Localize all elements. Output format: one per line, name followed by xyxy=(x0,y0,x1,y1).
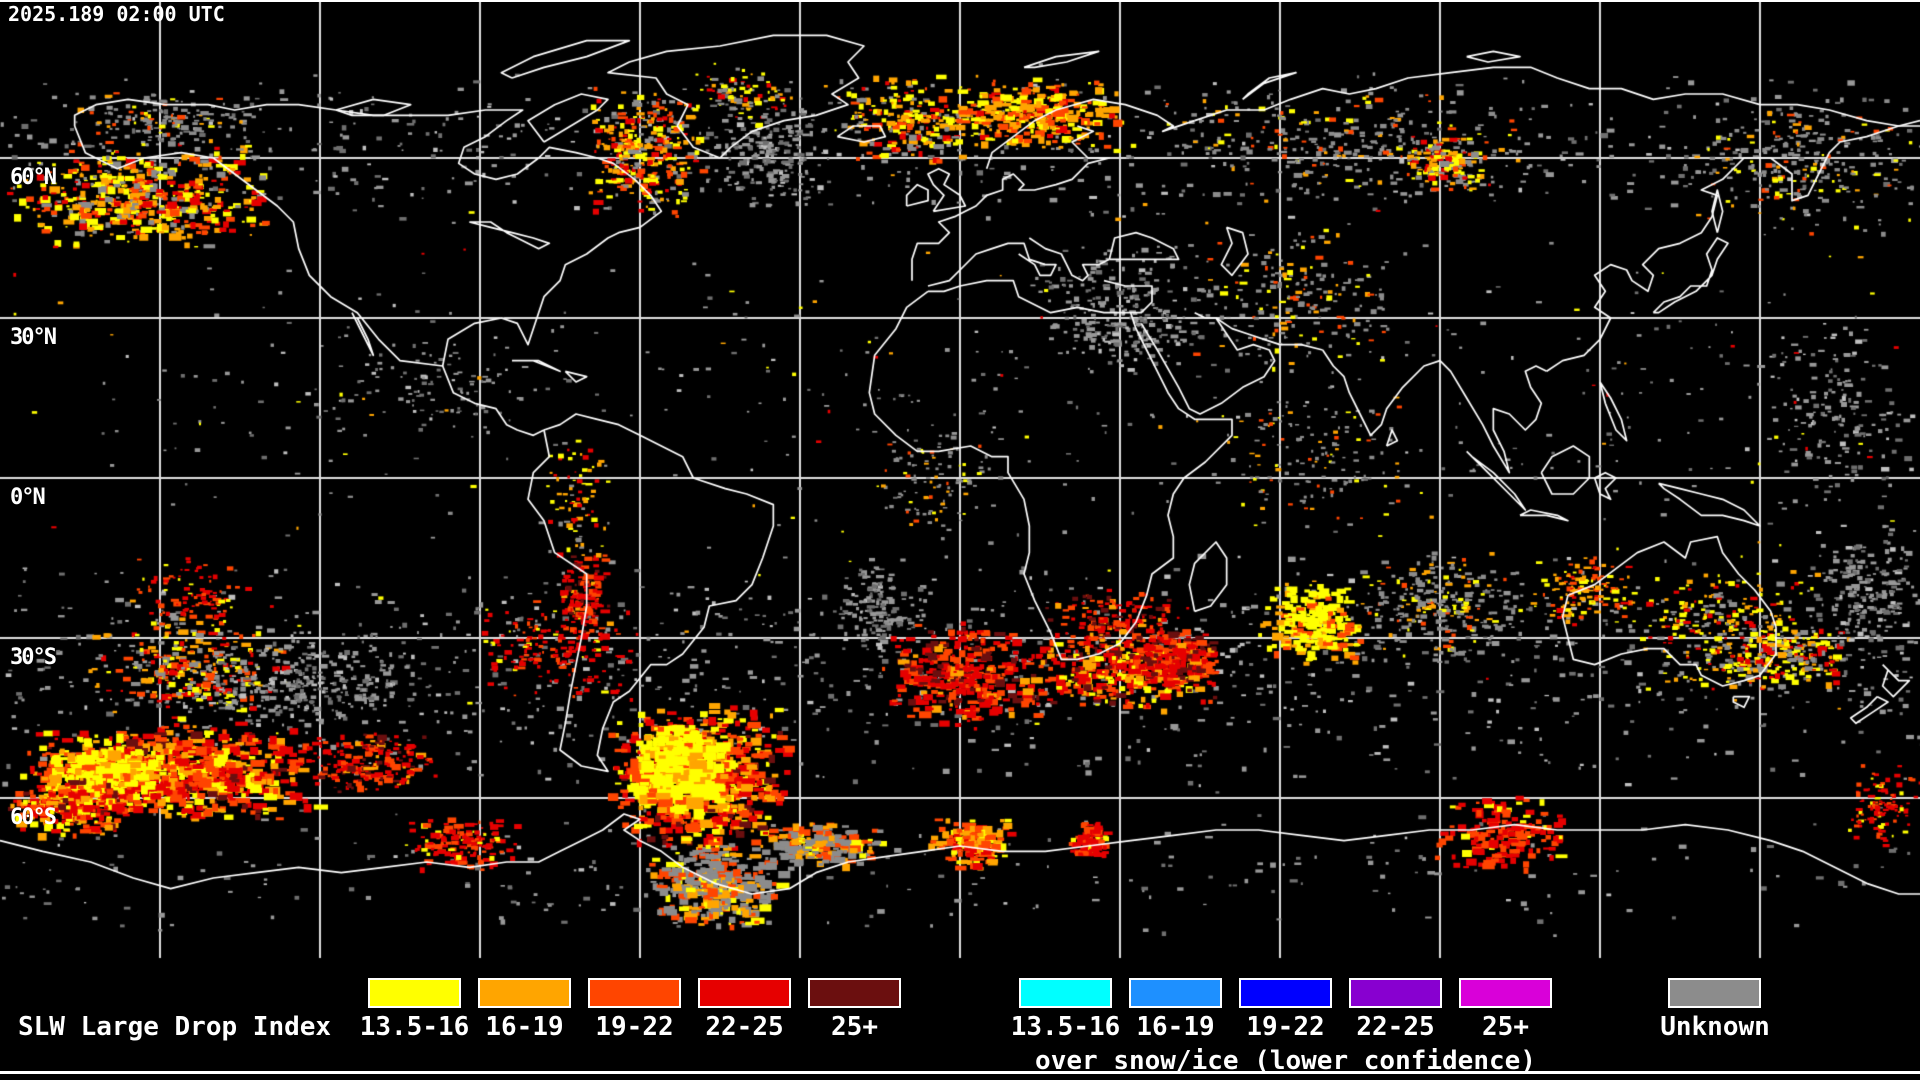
legend-bin-label: 16-19 xyxy=(1136,1012,1215,1042)
legend-bin: 13.5-16 xyxy=(360,978,469,1048)
legend-bin: 16-19 xyxy=(1129,978,1222,1048)
legend-swatch xyxy=(1459,978,1552,1008)
legend-bin-label: 25+ xyxy=(831,1012,878,1042)
latitude-label: 30°N xyxy=(10,324,57,350)
legend-bin-label: 13.5-16 xyxy=(359,1012,470,1042)
legend-swatch xyxy=(1349,978,1442,1008)
legend-swatch xyxy=(478,978,571,1008)
legend-bin: 13.5-16 xyxy=(1011,978,1120,1048)
legend-swatch xyxy=(1129,978,1222,1008)
legend-swatch xyxy=(1239,978,1332,1008)
legend-unknown-swatch xyxy=(1668,978,1761,1008)
latitude-label: 0°N xyxy=(10,484,46,510)
legend-bin: 22-25 xyxy=(1349,978,1442,1048)
legend-swatch xyxy=(1019,978,1112,1008)
legend-swatch xyxy=(368,978,461,1008)
legend-bin: 25+ xyxy=(808,978,901,1048)
legend-swatch xyxy=(808,978,901,1008)
snow-ice-caption: over snow/ice (lower confidence) xyxy=(1035,1046,1536,1076)
legend-bin-label: 19-22 xyxy=(595,1012,674,1042)
legend-unknown-label: Unknown xyxy=(1660,1012,1770,1042)
latitude-label: 60°N xyxy=(10,164,57,190)
bottom-border-line xyxy=(0,1071,1920,1074)
top-border-line xyxy=(0,0,1920,2)
legend-bin: 19-22 xyxy=(1239,978,1332,1048)
legend-title: SLW Large Drop Index xyxy=(18,1012,332,1042)
legend-bin-label: 13.5-16 xyxy=(1010,1012,1121,1042)
timestamp-label: 2025.189 02:00 UTC xyxy=(8,2,225,26)
legend-bin: 25+ xyxy=(1459,978,1552,1048)
legend: SLW Large Drop Index 13.5-16 16-19 19-22 22… xyxy=(0,960,1920,1076)
latitude-label: 30°S xyxy=(10,644,57,670)
legend-swatch xyxy=(698,978,791,1008)
legend-bin: 22-25 xyxy=(698,978,791,1048)
legend-bin: 19-22 xyxy=(588,978,681,1048)
latitude-label: 60°S xyxy=(10,804,57,830)
legend-bin-label: 22-25 xyxy=(1356,1012,1435,1042)
legend-swatch xyxy=(588,978,681,1008)
legend-bin: 16-19 xyxy=(478,978,571,1048)
legend-bin-label: 22-25 xyxy=(705,1012,784,1042)
legend-bin-label: 25+ xyxy=(1482,1012,1529,1042)
legend-bin-label: 16-19 xyxy=(485,1012,564,1042)
legend-bin-label: 19-22 xyxy=(1246,1012,1325,1042)
